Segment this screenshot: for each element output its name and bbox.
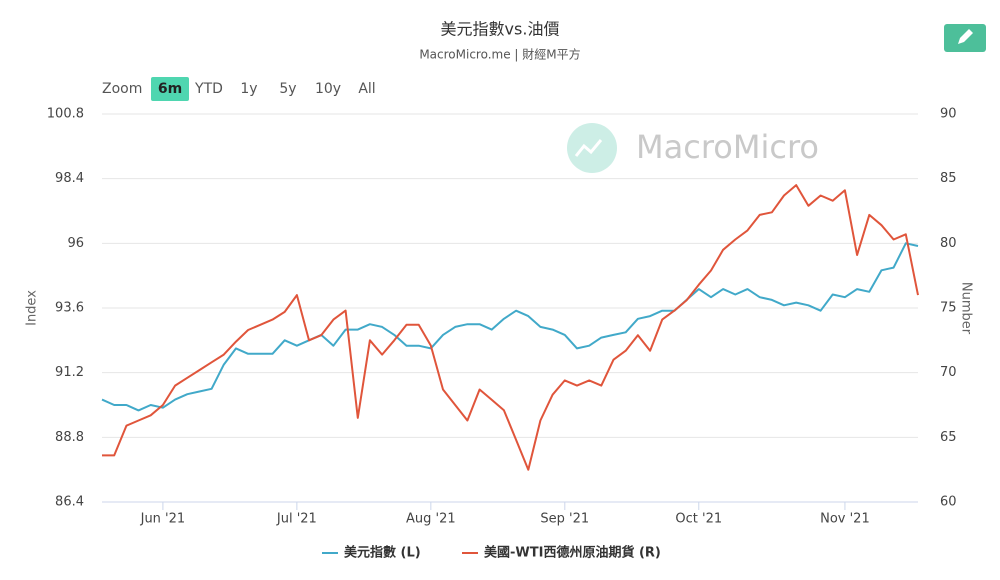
watermark-text: MacroMicro	[636, 128, 819, 166]
y-tick-label: 91.2	[55, 365, 84, 380]
watermark: MacroMicro	[567, 123, 819, 173]
zoom-button[interactable]: 10y	[315, 81, 341, 97]
legend-label[interactable]: 美元指數 (L)	[344, 545, 421, 561]
x-tick-label: Jul '21	[276, 512, 317, 527]
y2-tick-label: 65	[940, 430, 957, 445]
zoom-button[interactable]: 1y	[240, 81, 257, 97]
x-tick-label: Jun '21	[140, 512, 186, 527]
zoom-button-active-bg[interactable]	[151, 77, 189, 101]
y2-tick-label: 85	[940, 171, 957, 186]
x-tick-label: Oct '21	[675, 512, 722, 527]
legend-label[interactable]: 美國-WTI西德州原油期貨 (R)	[484, 545, 661, 561]
zoom-button[interactable]: YTD	[194, 81, 223, 97]
y2-axis-title: Number	[959, 282, 974, 335]
x-tick-label: Nov '21	[820, 512, 870, 527]
chart-subtitle: MacroMicro.me | 財經M平方	[419, 47, 580, 62]
zoom-button[interactable]: All	[358, 81, 375, 97]
watermark-logo-mark	[574, 139, 603, 157]
y-axis-title: Index	[25, 290, 40, 326]
y-tick-label: 98.4	[55, 171, 84, 186]
edit-button[interactable]	[944, 24, 986, 52]
y2-tick-label: 70	[940, 365, 957, 380]
series-line	[102, 184, 919, 471]
zoom-button[interactable]: 6m	[158, 81, 182, 97]
chart-title: 美元指數vs.油價	[441, 20, 560, 39]
y-tick-label: 88.8	[55, 430, 84, 445]
y2-tick-label: 75	[940, 301, 957, 316]
series-line	[101, 242, 919, 412]
y2-tick-label: 80	[940, 236, 957, 251]
zoom-label: Zoom	[102, 81, 142, 97]
watermark-logo	[567, 123, 617, 173]
zoom-button[interactable]: 5y	[279, 81, 296, 97]
y-tick-label: 93.6	[55, 301, 84, 316]
y2-tick-label: 60	[940, 495, 957, 510]
y-tick-label: 96	[67, 236, 84, 251]
y-tick-label: 86.4	[55, 495, 84, 510]
x-tick-label: Aug '21	[406, 512, 456, 527]
y2-tick-label: 90	[940, 107, 957, 122]
y-tick-label: 100.8	[47, 107, 84, 122]
x-tick-label: Sep '21	[540, 512, 589, 527]
pencil-icon[interactable]	[958, 29, 973, 44]
